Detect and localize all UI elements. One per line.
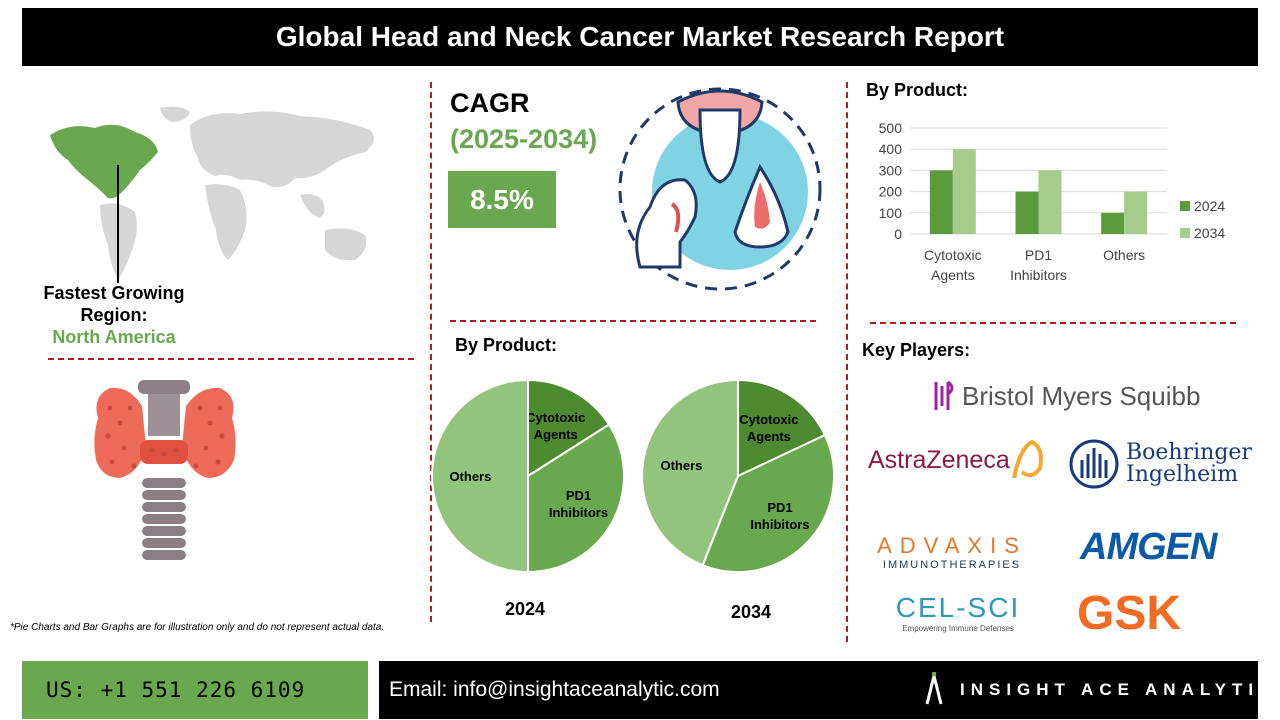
bar-chart: 0 100 200 300 400 500 Cytotoxic Agents PD1 Inhibi… [879,120,1226,283]
pie-label: Agents [747,429,791,444]
pie-chart-2024: Cytotoxic Agents PD1 Inhibitors Others [431,378,625,574]
pie-section-title: By Product: [455,335,558,355]
x-tick-label: Inhibitors [1010,267,1067,283]
key-players-title: Key Players: [862,340,971,360]
pie-label: Others [660,458,702,473]
divider-right [870,322,1236,324]
x-tick-label: PD1 [1025,247,1052,263]
pie-slice-1 [527,423,625,574]
advaxis-tagline: IMMUNOTHERAPIES [882,559,1022,571]
head-neck-illustration [618,87,822,291]
cagr-value: 8.5% [448,171,556,228]
thyroid-illustration [94,380,236,560]
bar-2024-0 [929,170,953,234]
pie-year-2034: 2034 [730,602,772,622]
region-pointer-line [117,165,119,283]
fastest-growing-region: Fastest Growing Region: North America [14,282,214,348]
bar-section-title: By Product: [866,80,969,100]
pie-year-2024: 2024 [504,599,546,619]
x-tick-label: Others [1103,247,1145,263]
cagr-title: CAGR [450,88,530,118]
legend-swatch [1180,201,1190,211]
y-tick-label: 200 [879,184,903,200]
gsk-logo: GSK [1077,587,1182,640]
celsci-logo: CEL-SCI Empowering Immune Defenses [883,592,1033,633]
boehringer-name-line2: Ingelheim [1126,462,1239,487]
boehringer-logo: Boehringer Ingelheim [1068,438,1252,490]
legend-swatch [1180,228,1190,238]
pie-slice-2 [641,378,739,567]
astrazeneca-name: AstraZeneca [868,445,1010,474]
bar-2034-0 [952,149,976,234]
advaxis-logo: ADVAXIS IMMUNOTHERAPIES [862,533,1042,571]
pie-label: Inhibitors [750,517,809,532]
bar-2034-1 [1038,170,1062,234]
astrazeneca-mark-icon [1011,439,1043,479]
pie-label: Cytotoxic [526,410,585,425]
pie-label: Others [449,469,491,484]
divider-middle [450,320,816,322]
pie-label: Agents [534,427,578,442]
pie-chart-2034: Cytotoxic Agents PD1 Inhibitors Others [641,378,835,573]
legend-label: 2034 [1194,225,1225,241]
report-title: Global Head and Neck Cancer Market Resea… [22,8,1258,66]
pie-slice-0 [527,378,611,478]
pie-label: Cytotoxic [739,412,798,427]
pie-label: Inhibitors [549,505,608,520]
y-tick-label: 400 [879,141,903,157]
y-tick-label: 0 [894,226,902,242]
legend-label: 2024 [1194,198,1225,214]
x-tick-label: Cytotoxic [924,247,982,263]
celsci-name: CEL-SCI [895,592,1021,623]
bms-name: Bristol Myers Squibb [962,380,1201,411]
divider-vertical-left [430,82,432,622]
cagr-years: (2025-2034) [450,124,598,154]
bar-2034-2 [1124,191,1148,234]
y-tick-label: 100 [879,205,903,221]
insightace-logo-icon [925,672,943,705]
boehringer-name-line1: Boehringer [1126,440,1252,465]
pie-label: PD1 [566,488,591,503]
pie-label: PD1 [767,500,792,515]
pie-slice-2 [431,378,529,574]
y-tick-label: 500 [879,120,903,136]
region-label: Fastest Growing Region: [43,283,185,325]
pie-slice-1 [701,433,835,573]
celsci-tagline: Empowering Immune Defenses [902,624,1014,633]
bms-logo: Bristol Myers Squibb [932,378,1200,414]
disclaimer-footnote: *Pie Charts and Bar Graphs are for illus… [10,622,385,633]
boehringer-name: Boehringer Ingelheim [1126,442,1252,486]
footer-brand: INSIGHT ACE ANALYTIC [960,680,1278,699]
north-america-highlight [50,124,158,199]
world-map [50,106,374,280]
pie-slice-0 [737,378,827,478]
region-value: North America [52,327,176,347]
footer-phone[interactable]: US: +1 551 226 6109 [22,661,368,719]
bms-mark-icon [934,380,954,410]
advaxis-name: ADVAXIS [877,533,1027,558]
footer-email[interactable]: Email: info@insightaceanalytic.com [379,661,1258,719]
x-tick-label: Agents [931,267,975,283]
y-tick-label: 300 [879,162,903,178]
bar-2024-1 [1015,191,1039,234]
boehringer-mark-icon [1069,439,1119,489]
astrazeneca-logo: AstraZeneca [868,438,1046,482]
amgen-logo: AMGEN [1080,526,1217,568]
divider-left [48,358,414,360]
bar-2024-2 [1101,212,1125,234]
divider-vertical-right [846,82,848,642]
